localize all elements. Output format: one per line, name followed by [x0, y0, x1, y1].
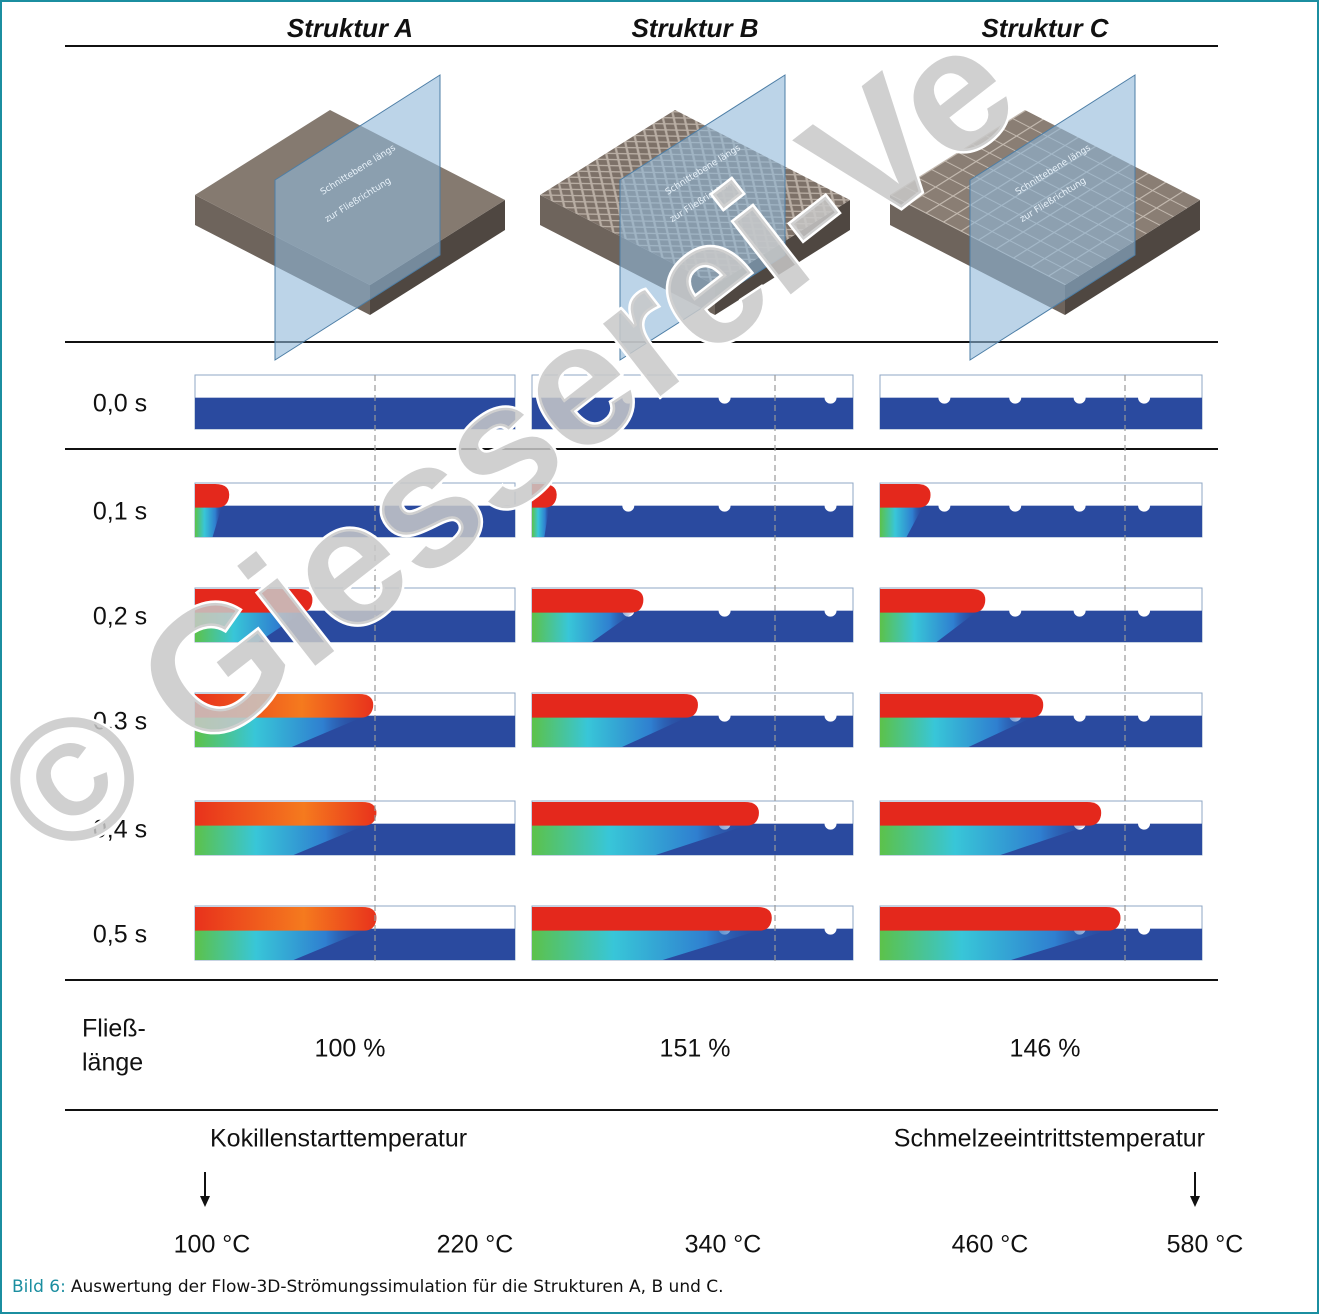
bump	[938, 500, 950, 512]
arrow-head	[200, 1196, 210, 1207]
temperature-tick: 460 °C	[952, 1231, 1029, 1259]
bump	[1009, 392, 1021, 404]
melt	[532, 694, 698, 718]
bump	[1138, 710, 1150, 722]
bump	[1074, 710, 1086, 722]
bump	[1138, 392, 1150, 404]
time-label: 0,5 s	[93, 921, 147, 949]
melt	[880, 694, 1043, 718]
temperature-tick: 340 °C	[685, 1231, 762, 1259]
bump	[1009, 500, 1021, 512]
column-header: Struktur A	[287, 13, 413, 43]
melt	[532, 589, 643, 613]
simulation	[195, 801, 515, 855]
simulation	[532, 801, 853, 855]
arrow-head	[1190, 1196, 1200, 1207]
bump	[1074, 392, 1086, 404]
cut-plane	[275, 75, 440, 360]
simulation	[880, 375, 1202, 429]
mold-body	[880, 398, 1202, 429]
caption-text: Auswertung der Flow-3D-Strömungssimulati…	[71, 1277, 724, 1297]
flow-length-label: länge	[82, 1049, 143, 1077]
temperature-tick: 100 °C	[174, 1231, 251, 1259]
simulation	[532, 588, 853, 642]
simulation	[880, 693, 1202, 747]
temperature-tick: 580 °C	[1167, 1231, 1244, 1259]
melt	[195, 802, 376, 826]
melt	[880, 589, 985, 613]
bump	[1009, 605, 1021, 617]
flow-length-value: 146 %	[1010, 1035, 1081, 1063]
melt	[880, 907, 1121, 931]
bump	[719, 605, 731, 617]
time-label: 0,1 s	[93, 498, 147, 526]
simulation	[880, 801, 1202, 855]
end-label: Schmelzeeintrittstemperatur	[894, 1125, 1205, 1153]
melt	[195, 484, 229, 508]
bump	[825, 392, 837, 404]
melt	[195, 907, 376, 931]
mold-body	[880, 506, 1202, 537]
column-header: Struktur B	[631, 13, 758, 43]
melt	[880, 802, 1101, 826]
caption: Bild 6:Auswertung der Flow-3D-Strömungss…	[12, 1277, 724, 1297]
start-label: Kokillenstarttemperatur	[210, 1125, 467, 1153]
bump	[1074, 500, 1086, 512]
simulation	[195, 906, 515, 960]
simulation	[880, 906, 1202, 960]
bump	[1138, 923, 1150, 935]
time-label: 0,0 s	[93, 390, 147, 418]
bump	[622, 500, 634, 512]
simulation	[532, 693, 853, 747]
column-header: Struktur C	[981, 13, 1109, 43]
bump	[825, 923, 837, 935]
flow-length-value: 100 %	[315, 1035, 386, 1063]
bump	[1138, 605, 1150, 617]
bump	[1138, 500, 1150, 512]
mold-body	[532, 506, 853, 537]
bump	[938, 392, 950, 404]
simulation	[532, 906, 853, 960]
caption-label: Bild 6:	[12, 1277, 66, 1297]
bump	[1138, 818, 1150, 830]
flow-length-label: Fließ-	[82, 1015, 146, 1043]
bump	[825, 710, 837, 722]
melt	[880, 484, 931, 508]
bump	[825, 500, 837, 512]
simulation	[880, 588, 1202, 642]
bump	[825, 605, 837, 617]
figure: Struktur A Struktur B Struktur C Schnittebe…	[0, 0, 1319, 1314]
simulation	[880, 483, 1202, 537]
bump	[1074, 605, 1086, 617]
melt	[532, 802, 759, 826]
bump	[719, 710, 731, 722]
bump	[719, 500, 731, 512]
bump	[825, 818, 837, 830]
flow-length-value: 151 %	[660, 1035, 731, 1063]
temperature-tick: 220 °C	[437, 1231, 514, 1259]
melt	[532, 907, 772, 931]
